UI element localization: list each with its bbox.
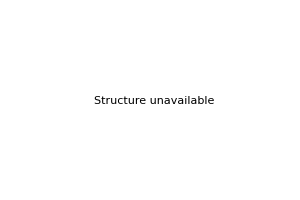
Text: Structure unavailable: Structure unavailable bbox=[94, 96, 214, 106]
